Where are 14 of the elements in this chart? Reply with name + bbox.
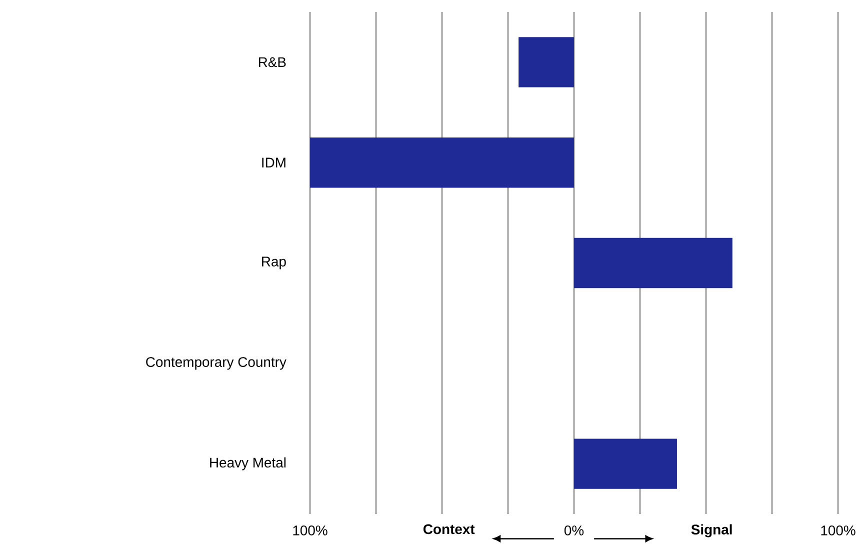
y-tick-label: IDM — [262, 158, 286, 168]
bar — [574, 238, 732, 288]
bar — [574, 438, 677, 489]
bar — [310, 138, 574, 188]
text: Signal — [691, 524, 732, 538]
x-tick-label: 100% — [293, 526, 328, 536]
x-tick-label: 100% — [821, 526, 856, 536]
text: Context — [423, 524, 475, 534]
y-tick-label: Contemporary Country — [146, 357, 286, 370]
y-tick-label: R&B — [258, 57, 286, 68]
x-tick-label: 0% — [564, 526, 584, 536]
y-tick-label: Heavy Metal — [210, 457, 286, 470]
y-tick-label: Rap — [262, 256, 286, 270]
bar — [518, 37, 574, 88]
